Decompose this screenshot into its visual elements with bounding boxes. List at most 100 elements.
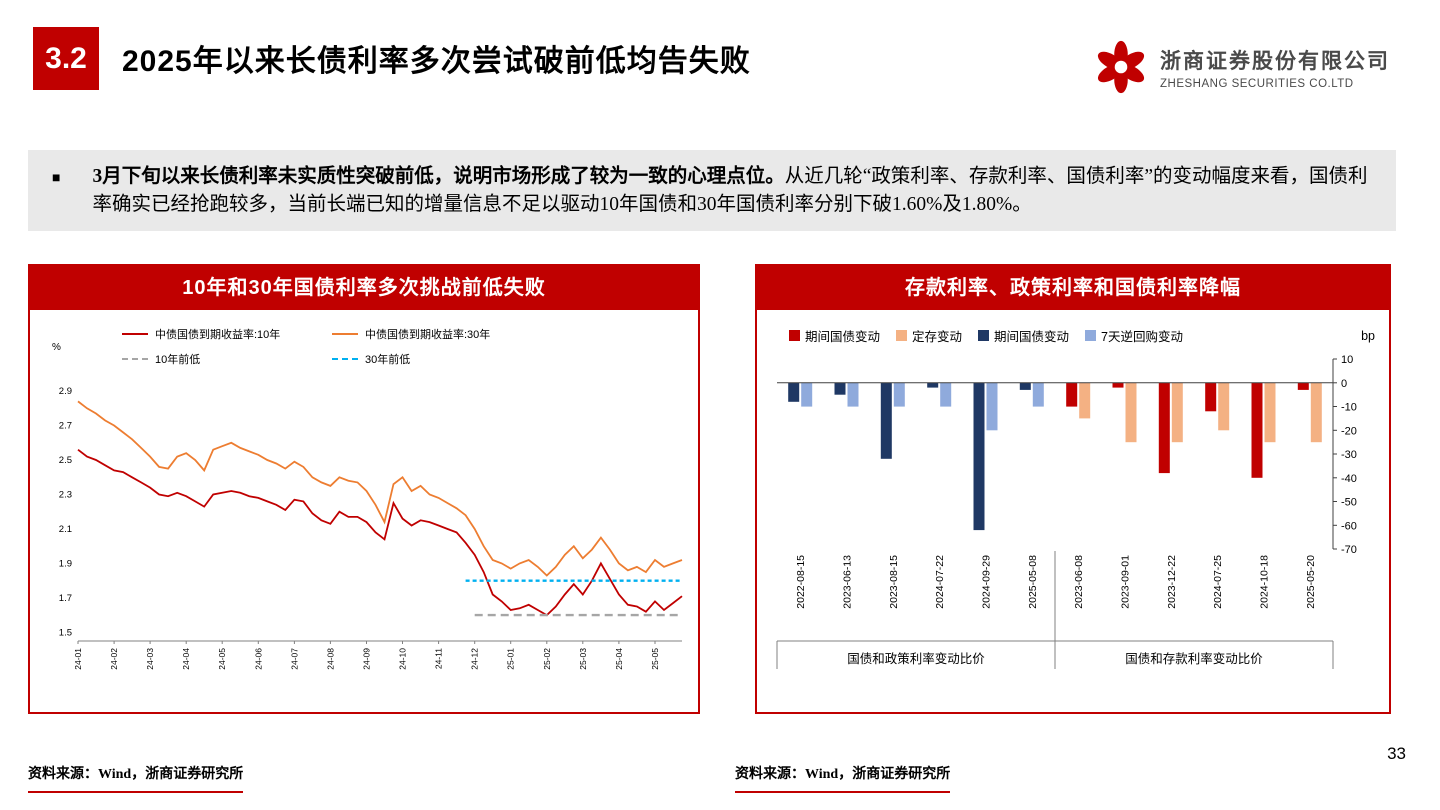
svg-text:25-04: 25-04 xyxy=(614,648,624,670)
svg-text:2023-06-08: 2023-06-08 xyxy=(1073,555,1085,609)
svg-text:-50: -50 xyxy=(1341,497,1357,509)
svg-text:2.3: 2.3 xyxy=(59,490,72,501)
bar-legend-item: 7天逆回购变动 xyxy=(1085,326,1183,345)
legend-line-sample xyxy=(122,358,148,360)
svg-text:2022-08-15: 2022-08-15 xyxy=(795,555,807,609)
legend-swatch xyxy=(896,330,908,341)
legend-label: 期间国债变动 xyxy=(994,330,1070,344)
svg-text:-10: -10 xyxy=(1341,402,1357,414)
legend-label: 期间国债变动 xyxy=(805,330,881,344)
legend-label: 7天逆回购变动 xyxy=(1101,330,1183,344)
svg-text:-20: -20 xyxy=(1341,425,1357,437)
legend-swatch xyxy=(978,330,990,341)
svg-text:2.1: 2.1 xyxy=(59,524,72,535)
line-chart-panel: 10年和30年国债利率多次挑战前低失败 % 中债国债到期收益率:10年 中债国债到… xyxy=(28,264,700,714)
svg-text:2023-08-15: 2023-08-15 xyxy=(888,555,900,609)
line-chart-panel-title: 10年和30年国债利率多次挑战前低失败 xyxy=(30,266,698,310)
svg-text:10: 10 xyxy=(1341,354,1353,366)
line-chart-panel-body: % 中债国债到期收益率:10年 中债国债到期收益率:30年 10年前低 30年前低 2… xyxy=(30,326,698,728)
svg-text:2024-10-18: 2024-10-18 xyxy=(1259,555,1271,609)
svg-text:24-08: 24-08 xyxy=(325,648,335,670)
legend-label: 中债国债到期收益率:10年 xyxy=(155,329,281,341)
svg-text:2024-07-25: 2024-07-25 xyxy=(1212,555,1224,609)
svg-text:2024-07-22: 2024-07-22 xyxy=(934,555,946,609)
bar-legend-item: 定存变动 xyxy=(896,326,962,345)
svg-text:25-02: 25-02 xyxy=(542,648,552,670)
legend-label: 30年前低 xyxy=(365,354,411,366)
svg-text:24-10: 24-10 xyxy=(398,648,408,670)
svg-text:国债和政策利率变动比价: 国债和政策利率变动比价 xyxy=(847,651,985,666)
svg-text:2.5: 2.5 xyxy=(59,455,72,466)
svg-text:24-02: 24-02 xyxy=(109,648,119,670)
svg-text:2023-12-22: 2023-12-22 xyxy=(1166,555,1178,609)
page-title: 2025年以来长债利率多次尝试破前低均告失败 xyxy=(122,45,751,78)
legend-label: 10年前低 xyxy=(155,354,201,366)
svg-text:25-05: 25-05 xyxy=(650,648,660,670)
bullet-square-icon: ■ xyxy=(52,169,61,185)
svg-text:25-01: 25-01 xyxy=(506,648,516,670)
summary-regular: 从近几轮“政策利率、存款利率、国债利率”的变动幅度来看，国债利率确实已经抢跑较多… xyxy=(92,166,1368,215)
y-axis-unit-label: % xyxy=(52,342,61,353)
line-legend-item: 中债国债到期收益率:10年 xyxy=(122,326,332,342)
bar-chart: 2022-08-15 2023-06-13 2023-08-15 2024-07-22… xyxy=(776,354,1357,669)
summary-block: ■ 3月下旬以来长债利率未实质性突破前低，说明市场形成了较为一致的心理点位。从近… xyxy=(28,150,1396,232)
svg-text:2024-09-29: 2024-09-29 xyxy=(981,555,993,609)
line-legend-item: 10年前低 xyxy=(122,351,332,367)
section-badge: 3.2 xyxy=(33,27,99,90)
line-legend-item: 30年前低 xyxy=(332,351,542,367)
svg-text:24-12: 24-12 xyxy=(470,648,480,670)
legend-label: 中债国债到期收益率:30年 xyxy=(365,329,491,341)
line-chart-legend: 中债国债到期收益率:10年 中债国债到期收益率:30年 10年前低 30年前低 xyxy=(122,326,698,367)
legend-line-sample xyxy=(332,358,358,360)
svg-text:1.9: 1.9 xyxy=(59,558,72,569)
svg-text:25-03: 25-03 xyxy=(578,648,588,670)
svg-text:1.5: 1.5 xyxy=(59,627,72,638)
logo-flower-icon xyxy=(1097,40,1145,94)
svg-text:国债和存款利率变动比价: 国债和存款利率变动比价 xyxy=(1125,651,1263,666)
svg-text:2025-05-08: 2025-05-08 xyxy=(1027,555,1039,609)
svg-text:24-01: 24-01 xyxy=(73,648,83,670)
svg-text:2023-09-01: 2023-09-01 xyxy=(1120,555,1132,609)
company-logo: 浙商证券股份有限公司 ZHESHANG SECURITIES CO.LTD xyxy=(1092,38,1390,96)
bar-unit-label: bp xyxy=(1361,328,1375,343)
svg-text:-70: -70 xyxy=(1341,544,1357,556)
source-note-right: 资料来源：Wind，浙商证券研究所 xyxy=(735,763,951,793)
bar-legend-item: 期间国债变动 xyxy=(978,326,1069,345)
svg-text:24-05: 24-05 xyxy=(217,648,227,670)
svg-text:0: 0 xyxy=(1341,378,1347,390)
svg-text:24-04: 24-04 xyxy=(181,648,191,670)
bar-chart-panel-title: 存款利率、政策利率和国债利率降幅 xyxy=(757,266,1389,310)
summary-text: 3月下旬以来长债利率未实质性突破前低，说明市场形成了较为一致的心理点位。从近几轮… xyxy=(92,163,1370,218)
svg-text:24-03: 24-03 xyxy=(145,648,155,670)
svg-text:24-06: 24-06 xyxy=(253,648,263,670)
legend-swatch xyxy=(1085,330,1097,341)
company-name-en: ZHESHANG SECURITIES CO.LTD xyxy=(1160,77,1354,90)
bar-chart-panel: 存款利率、政策利率和国债利率降幅 期间国债变动 定存变动 期间国债变动 7天逆回购变动… xyxy=(755,264,1391,714)
legend-label: 定存变动 xyxy=(912,330,963,344)
summary-bold: 3月下旬以来长债利率未实质性突破前低，说明市场形成了较为一致的心理点位。 xyxy=(92,166,785,187)
company-name-cn: 浙商证券股份有限公司 xyxy=(1160,49,1390,73)
bar-legend-item: 期间国债变动 xyxy=(789,326,880,345)
svg-text:-40: -40 xyxy=(1341,473,1357,485)
source-note-left: 资料来源：Wind，浙商证券研究所 xyxy=(28,763,244,793)
bar-chart-legend: 期间国债变动 定存变动 期间国债变动 7天逆回购变动 bp xyxy=(789,326,1375,345)
svg-text:-60: -60 xyxy=(1341,520,1357,532)
legend-line-sample xyxy=(332,333,358,335)
svg-text:24-07: 24-07 xyxy=(289,648,299,670)
logo-text: 浙商证券股份有限公司 ZHESHANG SECURITIES CO.LTD xyxy=(1160,45,1390,90)
svg-text:2.7: 2.7 xyxy=(59,421,72,432)
svg-text:24-11: 24-11 xyxy=(434,648,444,669)
line-chart: 2.9 2.7 2.5 2.3 2.1 1.9 1.7 1.524-01 24-02 24-03 2… xyxy=(59,386,683,670)
svg-text:2.9: 2.9 xyxy=(59,386,72,397)
svg-text:1.7: 1.7 xyxy=(59,593,72,604)
page-number: 33 xyxy=(1387,744,1406,763)
bar-chart-panel-body: 期间国债变动 定存变动 期间国债变动 7天逆回购变动 bp 2022-08-15 2023… xyxy=(757,326,1389,728)
legend-line-sample xyxy=(122,333,148,335)
svg-text:24-09: 24-09 xyxy=(362,648,372,670)
svg-text:-30: -30 xyxy=(1341,449,1357,461)
legend-swatch xyxy=(789,330,800,341)
line-legend-item: 中债国债到期收益率:30年 xyxy=(332,326,542,342)
svg-text:2025-05-20: 2025-05-20 xyxy=(1305,555,1317,609)
svg-text:2023-06-13: 2023-06-13 xyxy=(842,555,854,609)
